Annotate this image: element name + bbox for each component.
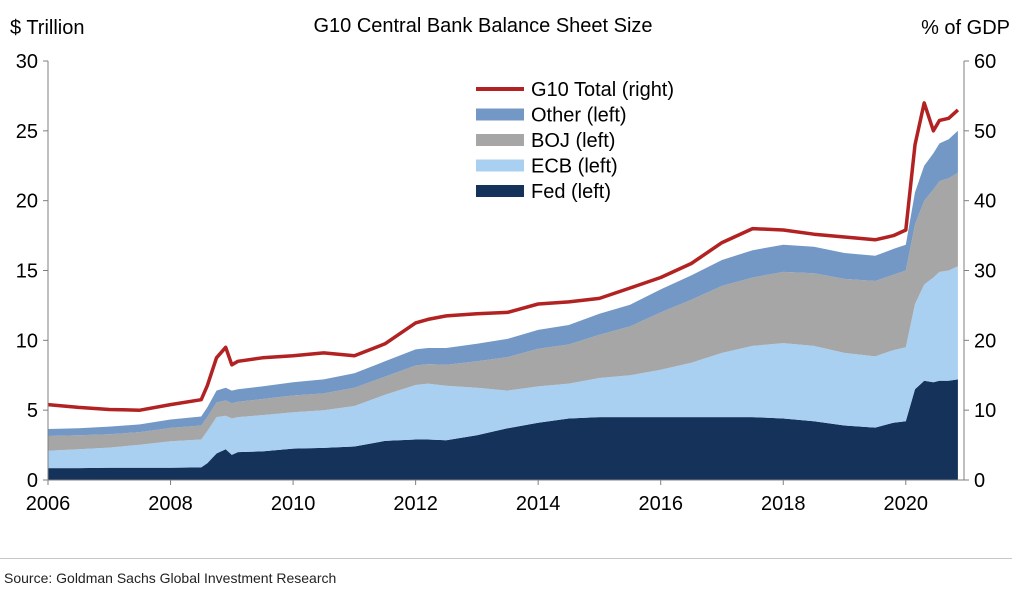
x-tick-label: 2006 <box>26 493 71 515</box>
x-tick-label: 2012 <box>393 493 438 515</box>
source-note: Source: Goldman Sachs Global Investment … <box>4 570 337 586</box>
x-tick-label: 2018 <box>761 493 806 515</box>
right-tick-label: 50 <box>974 121 996 143</box>
x-tick-label: 2016 <box>638 493 683 515</box>
right-tick-label: 20 <box>974 330 996 352</box>
x-tick-label: 2008 <box>148 493 193 515</box>
left-tick-label: 20 <box>16 191 38 213</box>
right-tick-label: 60 <box>974 51 996 73</box>
legend-g10-label: G10 Total (right) <box>531 79 674 101</box>
fed-area <box>48 379 958 480</box>
legend-other-label: Other (left) <box>531 105 627 127</box>
boj-area <box>48 172 958 451</box>
g10-total-line-group <box>47 101 960 412</box>
chart-title: G10 Central Bank Balance Sheet Size <box>313 15 652 37</box>
right-tick-label: 30 <box>974 261 996 283</box>
legend-boj-swatch <box>476 134 524 146</box>
x-tick-label: 2010 <box>271 493 316 515</box>
legend-ecb-label: ECB (left) <box>531 156 618 178</box>
axes: 0 5 10 15 20 25 30 0 10 20 30 40 50 60 2006 2008 2010 201… <box>16 51 997 515</box>
x-tick-label: 2020 <box>884 493 929 515</box>
left-tick-label: 10 <box>16 330 38 352</box>
stacked-areas <box>48 130 958 480</box>
legend-ecb-swatch <box>476 159 524 172</box>
legend-fed-label: Fed (left) <box>531 181 611 203</box>
right-tick-label: 40 <box>974 191 996 213</box>
left-tick-label: 15 <box>16 261 38 283</box>
right-axis-label: % of GDP <box>921 17 1010 39</box>
right-tick-label: 0 <box>974 470 985 492</box>
left-axis-label: $ Trillion <box>10 17 84 39</box>
ecb-area <box>48 266 958 469</box>
left-tick-label: 30 <box>16 51 38 73</box>
legend-boj-label: BOJ (left) <box>531 130 615 152</box>
legend-fed-swatch <box>476 185 524 197</box>
legend: G10 Total (right) Other (left) BOJ (left) E… <box>476 79 674 203</box>
x-tick-label: 2014 <box>516 493 561 515</box>
left-tick-label: 5 <box>27 400 38 422</box>
source-divider <box>0 558 1012 559</box>
left-tick-label: 0 <box>27 470 38 492</box>
g10-total-line <box>47 101 960 412</box>
right-tick-label: 10 <box>974 400 996 422</box>
left-tick-label: 25 <box>16 121 38 143</box>
legend-other-swatch <box>476 108 524 121</box>
